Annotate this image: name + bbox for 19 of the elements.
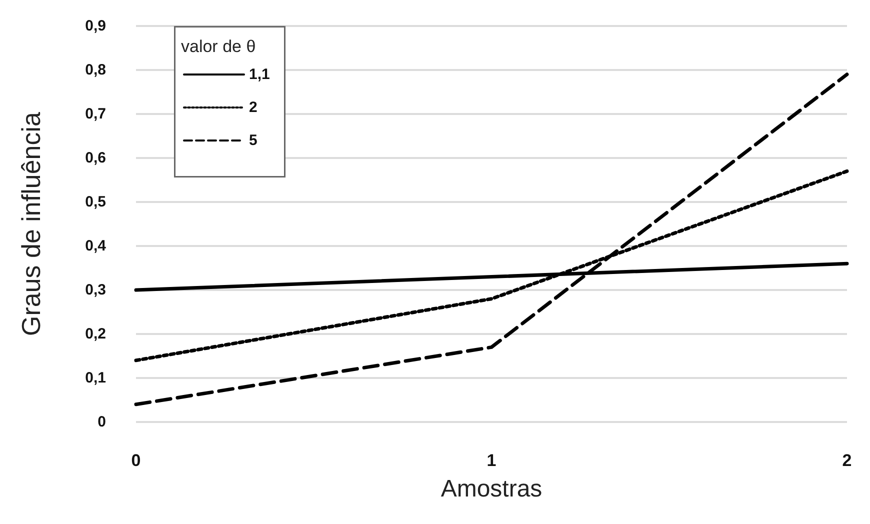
x-tick-label: 1 bbox=[486, 451, 496, 470]
y-tick-label: 0,5 bbox=[85, 194, 106, 210]
y-tick-label: 0,2 bbox=[85, 326, 106, 342]
y-tick-label: 0,8 bbox=[85, 62, 106, 78]
y-tick-label: 0,7 bbox=[85, 106, 106, 122]
legend-label: 5 bbox=[249, 132, 258, 149]
legend-title: valor de θ bbox=[181, 37, 256, 56]
x-axis-title: Amostras bbox=[440, 476, 542, 502]
y-tick-label: 0,1 bbox=[85, 370, 106, 386]
x-tick-label: 2 bbox=[842, 451, 852, 470]
legend-label: 1,1 bbox=[249, 66, 270, 83]
y-tick-label: 0,6 bbox=[85, 150, 106, 166]
y-tick-label: 0,4 bbox=[85, 238, 107, 254]
x-tick-label: 0 bbox=[131, 451, 141, 470]
legend-label: 2 bbox=[249, 99, 258, 116]
y-tick-label: 0 bbox=[98, 414, 106, 430]
y-axis-title: Graus de influência bbox=[16, 111, 46, 336]
y-tick-label: 0,9 bbox=[85, 18, 106, 34]
y-tick-label: 0,3 bbox=[85, 282, 106, 298]
